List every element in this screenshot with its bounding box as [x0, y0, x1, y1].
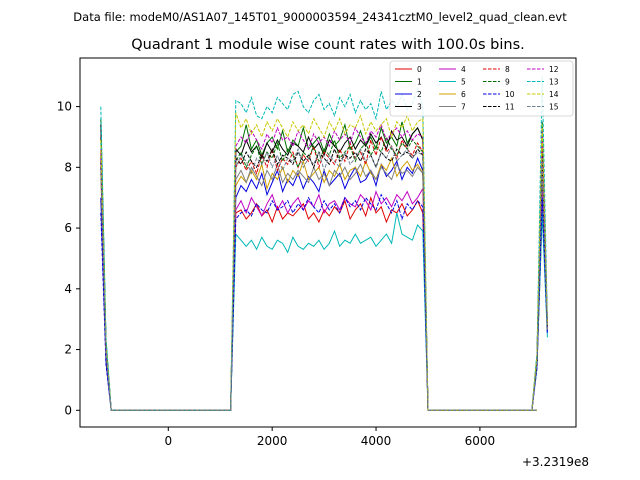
- series-line-4: [100, 158, 548, 411]
- series-line-3: [100, 124, 548, 411]
- y-tick-label: 6: [64, 221, 72, 235]
- series-line-8: [100, 135, 548, 411]
- series-line-10: [100, 193, 548, 411]
- chart-title: Quadrant 1 module wise count rates with …: [131, 37, 525, 53]
- series-line-15: [100, 144, 548, 411]
- x-axis-ticks: 0 2000 4000 6000: [164, 427, 495, 448]
- y-tick-label: 0: [64, 403, 72, 417]
- x-tick-label: 2000: [257, 434, 288, 448]
- legend-label-6: 6: [461, 90, 466, 99]
- series-line-13: [100, 76, 548, 411]
- plot-frame: [79, 57, 577, 428]
- legend-label-15: 15: [549, 103, 559, 112]
- series-lines: [100, 76, 548, 411]
- legend-label-2: 2: [417, 90, 422, 99]
- legend-label-9: 9: [505, 78, 510, 87]
- legend-label-0: 0: [417, 65, 422, 74]
- x-axis-offset-label: +3.2319e8: [522, 455, 589, 469]
- series-line-1: [100, 118, 548, 411]
- chart-suptitle: Data file: modeM0/AS1A07_145T01_90000035…: [73, 10, 567, 24]
- legend-label-8: 8: [505, 65, 510, 74]
- y-tick-label: 8: [64, 160, 72, 174]
- y-tick-label: 2: [64, 343, 72, 357]
- series-line-11: [100, 147, 548, 411]
- series-line-2: [100, 156, 548, 411]
- x-tick-label: 6000: [465, 434, 496, 448]
- legend-label-13: 13: [549, 78, 559, 87]
- series-line-12: [100, 123, 548, 411]
- legend-label-3: 3: [417, 103, 422, 112]
- legend-label-10: 10: [505, 90, 515, 99]
- x-tick-label: 4000: [361, 434, 392, 448]
- y-tick-label: 4: [64, 282, 72, 296]
- legend-label-11: 11: [505, 103, 515, 112]
- legend-label-1: 1: [417, 78, 422, 87]
- y-axis-ticks: 0 2 4 6 8 10: [57, 100, 80, 417]
- series-line-0: [100, 136, 548, 411]
- legend-label-12: 12: [549, 65, 559, 74]
- legend-box: [389, 60, 574, 117]
- legend-label-5: 5: [461, 78, 466, 87]
- x-tick-label: 0: [164, 434, 172, 448]
- y-tick-label: 10: [57, 100, 72, 114]
- series-line-6: [100, 156, 548, 411]
- legend-label-4: 4: [461, 65, 466, 74]
- legend-label-7: 7: [461, 103, 466, 112]
- series-line-9: [100, 135, 548, 411]
- series-line-14: [100, 112, 548, 411]
- legend-label-14: 14: [549, 90, 559, 99]
